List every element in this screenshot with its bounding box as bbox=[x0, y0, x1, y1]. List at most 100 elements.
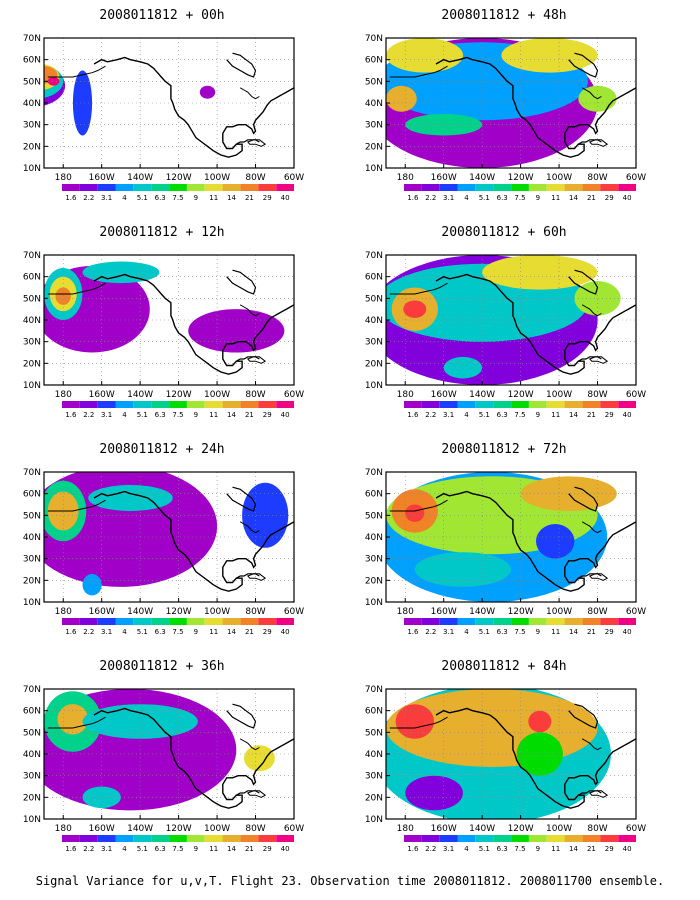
colorbar-swatch bbox=[115, 835, 134, 842]
coastline bbox=[239, 304, 260, 317]
lon-tick-label: 160W bbox=[89, 824, 115, 834]
coastline bbox=[568, 703, 599, 729]
colorbar-swatch bbox=[222, 618, 241, 625]
lon-tick-label: 140W bbox=[127, 607, 153, 617]
panel-title: 2008011812 + 00h bbox=[99, 8, 225, 23]
colorbar-swatch bbox=[404, 618, 422, 625]
colorbar-label: 9 bbox=[536, 628, 540, 636]
map-plot: 70N 60N 50N 40N 30N 20N 10N 180 160W 140W 120W 100W… bbox=[365, 685, 646, 853]
coastline bbox=[47, 65, 106, 78]
colorbar-swatch bbox=[493, 835, 511, 842]
colorbar-swatch bbox=[493, 618, 511, 625]
colorbar-label: 4 bbox=[122, 628, 127, 636]
lat-tick-label: 50N bbox=[23, 728, 41, 738]
colorbar-label: 9 bbox=[194, 411, 198, 419]
lat-tick-label: 70N bbox=[23, 251, 41, 261]
colorbar-swatch bbox=[439, 401, 458, 408]
coastline bbox=[389, 716, 448, 729]
colorbar-label: 5.1 bbox=[479, 845, 490, 853]
colorbar-swatch bbox=[564, 618, 583, 625]
colorbar-label: 11 bbox=[551, 194, 560, 202]
colorbar-label: 2.2 bbox=[425, 845, 436, 853]
variance-contour bbox=[395, 704, 434, 739]
lat-tick-label: 30N bbox=[365, 121, 383, 131]
lat-tick-label: 40N bbox=[23, 99, 41, 109]
colorbar-label: 21 bbox=[587, 845, 596, 853]
colorbar-label: 1.6 bbox=[65, 194, 77, 202]
lat-tick-label: 40N bbox=[23, 750, 41, 760]
lon-tick-label: 120W bbox=[166, 173, 192, 183]
colorbar-swatch bbox=[240, 184, 259, 191]
lat-tick-label: 20N bbox=[365, 142, 383, 152]
gridlines bbox=[386, 689, 636, 819]
lat-tick-label: 70N bbox=[23, 685, 41, 695]
map-plot: 70N 60N 50N 40N 30N 20N 10N 180 160W 140W 120W 100W… bbox=[365, 251, 646, 419]
lat-tick-label: 40N bbox=[365, 533, 383, 543]
lat-tick-label: 20N bbox=[23, 576, 41, 586]
colorbar-swatch bbox=[133, 618, 152, 625]
colorbar-label: 7.5 bbox=[172, 194, 183, 202]
map-plot: 70N 60N 50N 40N 30N 20N 10N 180 160W 140W 120W 100W… bbox=[23, 251, 304, 419]
colorbar-swatch bbox=[546, 401, 565, 408]
colorbar-label: 7.5 bbox=[514, 628, 525, 636]
colorbar-swatch bbox=[186, 184, 205, 191]
colorbar-label: 40 bbox=[623, 194, 632, 202]
colorbar-label: 14 bbox=[569, 845, 578, 853]
colorbar-label: 6.3 bbox=[497, 194, 508, 202]
colorbar-swatch bbox=[276, 835, 294, 842]
colorbar-swatch bbox=[404, 401, 422, 408]
colorbar-label: 5.1 bbox=[479, 628, 490, 636]
colorbar-swatch bbox=[528, 618, 547, 625]
colorbar-label: 1.6 bbox=[407, 628, 419, 636]
lon-tick-label: 60W bbox=[284, 824, 304, 834]
colorbar-swatch bbox=[62, 184, 80, 191]
map-plot: 70N 60N 50N 40N 30N 20N 10N 180 160W 140W 120W 100W… bbox=[365, 34, 646, 202]
colorbar-swatch bbox=[511, 401, 529, 408]
lat-tick-label: 50N bbox=[365, 294, 383, 304]
lat-tick-label: 60N bbox=[365, 707, 383, 717]
colorbar-label: 5.1 bbox=[137, 411, 148, 419]
coastlines bbox=[389, 703, 636, 809]
colorbar-swatch bbox=[204, 184, 223, 191]
colorbar-label: 2.2 bbox=[83, 845, 94, 853]
colorbar-swatch bbox=[493, 184, 511, 191]
colorbar-swatch bbox=[151, 835, 169, 842]
coastline bbox=[435, 273, 636, 375]
gridlines bbox=[386, 472, 636, 602]
variance-contour bbox=[520, 476, 617, 511]
colorbar-swatch bbox=[222, 835, 241, 842]
colorbar-swatch bbox=[511, 835, 529, 842]
coastline bbox=[581, 521, 602, 534]
lat-tick-label: 50N bbox=[365, 77, 383, 87]
variance-field bbox=[386, 689, 611, 819]
coastline bbox=[47, 282, 106, 295]
colorbar-label: 3.1 bbox=[443, 845, 454, 853]
colorbar-label: 5.1 bbox=[137, 845, 148, 853]
colorbar-swatch bbox=[258, 184, 277, 191]
colorbar-swatch bbox=[97, 401, 116, 408]
lat-tick-label: 60N bbox=[365, 490, 383, 500]
colorbar-label: 3.1 bbox=[443, 628, 454, 636]
colorbar-label: 11 bbox=[551, 411, 560, 419]
colorbar-label: 9 bbox=[194, 194, 198, 202]
coastline bbox=[581, 738, 602, 751]
colorbar-swatch bbox=[582, 184, 601, 191]
colorbar-swatch bbox=[169, 184, 187, 191]
colorbar-label: 1.6 bbox=[407, 194, 419, 202]
lat-tick-label: 50N bbox=[365, 511, 383, 521]
colorbar-swatch bbox=[511, 184, 529, 191]
colorbar-swatch bbox=[240, 618, 259, 625]
panel-title: 2008011812 + 60h bbox=[441, 225, 567, 240]
colorbar-label: 4 bbox=[464, 411, 469, 419]
colorbar-label: 9 bbox=[194, 628, 198, 636]
lon-tick-label: 100W bbox=[546, 173, 572, 183]
coastlines bbox=[389, 486, 636, 592]
lon-tick-label: 120W bbox=[166, 390, 192, 400]
colorbar-label: 40 bbox=[281, 628, 290, 636]
lat-tick-label: 60N bbox=[23, 707, 41, 717]
lon-tick-label: 100W bbox=[204, 824, 230, 834]
colorbar-label: 7.5 bbox=[172, 411, 183, 419]
lon-tick-label: 140W bbox=[127, 390, 153, 400]
colorbar-swatch bbox=[79, 401, 98, 408]
colorbar-swatch bbox=[546, 184, 565, 191]
